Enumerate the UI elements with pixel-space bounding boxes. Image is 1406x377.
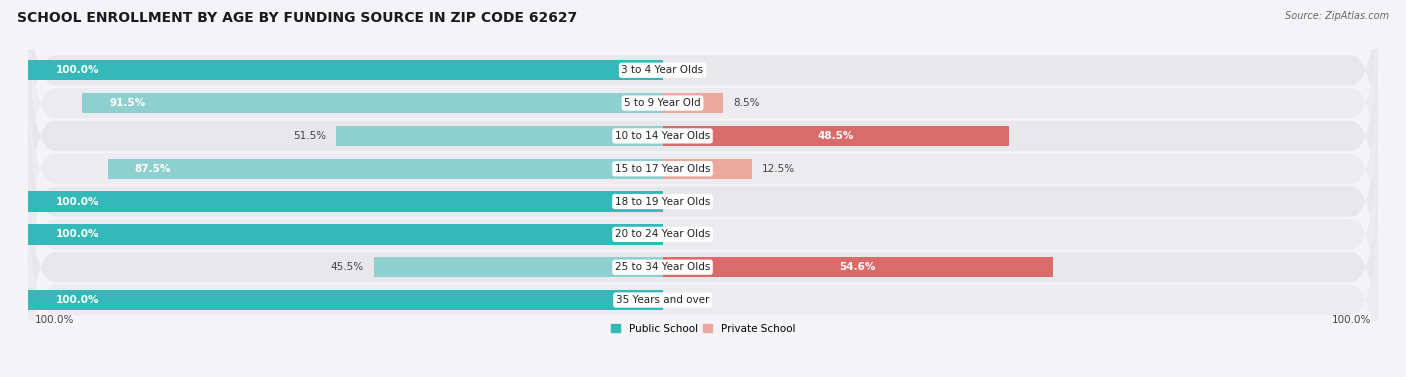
Bar (336, 126, 662, 146)
Text: 45.5%: 45.5% (330, 262, 364, 272)
Bar (28, 192, 662, 212)
Text: 100.0%: 100.0% (35, 316, 75, 325)
Text: 25 to 34 Year Olds: 25 to 34 Year Olds (614, 262, 710, 272)
FancyBboxPatch shape (28, 85, 1378, 318)
FancyBboxPatch shape (28, 0, 1378, 187)
Text: 48.5%: 48.5% (818, 131, 853, 141)
FancyBboxPatch shape (28, 118, 1378, 351)
Text: 51.5%: 51.5% (292, 131, 326, 141)
Text: 3 to 4 Year Olds: 3 to 4 Year Olds (621, 65, 703, 75)
Text: 100.0%: 100.0% (55, 295, 98, 305)
Text: 54.6%: 54.6% (839, 262, 876, 272)
FancyBboxPatch shape (28, 184, 1378, 377)
Bar (374, 257, 662, 277)
Text: 0.0%: 0.0% (672, 229, 699, 239)
Text: 0.0%: 0.0% (672, 196, 699, 207)
Text: 12.5%: 12.5% (762, 164, 796, 174)
FancyBboxPatch shape (28, 0, 1378, 219)
FancyBboxPatch shape (28, 20, 1378, 252)
Text: 18 to 19 Year Olds: 18 to 19 Year Olds (614, 196, 710, 207)
Bar (662, 126, 1010, 146)
Bar (28, 290, 662, 310)
Legend: Public School, Private School: Public School, Private School (607, 320, 799, 338)
Text: 35 Years and over: 35 Years and over (616, 295, 709, 305)
FancyBboxPatch shape (28, 52, 1378, 285)
Text: 0.0%: 0.0% (672, 65, 699, 75)
Text: Source: ZipAtlas.com: Source: ZipAtlas.com (1285, 11, 1389, 21)
Bar (662, 159, 752, 179)
Bar (28, 224, 662, 245)
Text: 10 to 14 Year Olds: 10 to 14 Year Olds (614, 131, 710, 141)
Text: 100.0%: 100.0% (55, 65, 98, 75)
Text: 100.0%: 100.0% (55, 196, 98, 207)
Bar (662, 93, 723, 113)
Text: 100.0%: 100.0% (1331, 316, 1371, 325)
Text: 100.0%: 100.0% (55, 229, 98, 239)
Bar (108, 159, 662, 179)
Text: 8.5%: 8.5% (734, 98, 759, 108)
Text: 91.5%: 91.5% (110, 98, 145, 108)
FancyBboxPatch shape (28, 151, 1378, 377)
Bar (662, 257, 1053, 277)
Text: 15 to 17 Year Olds: 15 to 17 Year Olds (614, 164, 710, 174)
Bar (83, 93, 662, 113)
Text: 5 to 9 Year Old: 5 to 9 Year Old (624, 98, 700, 108)
Text: 0.0%: 0.0% (672, 295, 699, 305)
Bar (28, 60, 662, 80)
Text: 20 to 24 Year Olds: 20 to 24 Year Olds (614, 229, 710, 239)
Text: SCHOOL ENROLLMENT BY AGE BY FUNDING SOURCE IN ZIP CODE 62627: SCHOOL ENROLLMENT BY AGE BY FUNDING SOUR… (17, 11, 576, 25)
Text: 87.5%: 87.5% (135, 164, 172, 174)
